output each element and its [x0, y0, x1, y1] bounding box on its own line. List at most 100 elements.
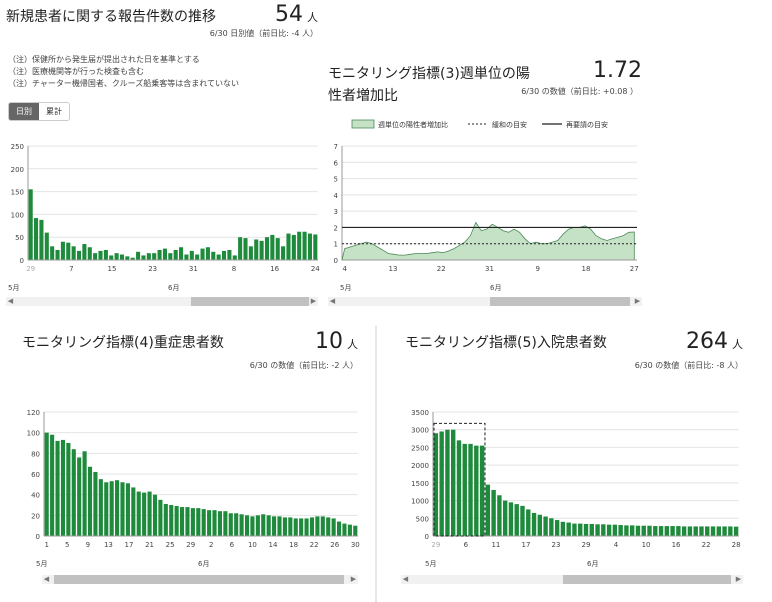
bar — [606, 524, 612, 536]
bar — [190, 508, 195, 536]
bar — [115, 480, 120, 536]
notes: （注）保健所から発生届が提出された日を基準とする （注）医療機関等が行った検査も… — [8, 54, 239, 90]
area-series — [341, 221, 635, 261]
bar — [141, 255, 146, 260]
bar — [98, 479, 103, 536]
x-tick-label: 9 — [86, 541, 90, 549]
scroll-thumb[interactable] — [191, 297, 309, 306]
value-subtext: 6/30 の数値（前日比: -8 人） — [634, 361, 743, 370]
bar — [299, 518, 304, 536]
scrollbar[interactable]: ◀ ▶ — [401, 575, 743, 584]
bar — [136, 251, 141, 260]
scroll-left-icon[interactable]: ◀ — [43, 575, 50, 583]
bar — [342, 523, 347, 536]
x-tick-label: 17 — [125, 541, 134, 549]
tab-daily[interactable]: 日別 — [9, 103, 39, 120]
x-tick-label: 1 — [44, 541, 48, 549]
bar — [705, 526, 710, 536]
bar — [497, 495, 502, 536]
scroll-right-icon[interactable]: ▶ — [350, 575, 357, 583]
bar — [282, 517, 287, 536]
tab-cumulative[interactable]: 累計 — [39, 103, 69, 120]
bar — [244, 515, 250, 536]
bar — [326, 517, 331, 536]
bar — [728, 526, 733, 536]
bar — [227, 249, 232, 260]
y-tick-label: 6 — [334, 159, 339, 167]
bar — [733, 526, 739, 536]
bar — [163, 503, 168, 536]
bar — [302, 231, 307, 260]
y-tick-label: 0 — [425, 533, 429, 541]
value-unit: 人 — [307, 11, 318, 24]
bar — [76, 250, 82, 260]
y-tick-label: 2500 — [411, 444, 429, 452]
y-tick-label: 1 — [334, 241, 338, 249]
scroll-thumb[interactable] — [563, 575, 731, 584]
y-tick-label: 500 — [416, 515, 429, 523]
bar — [286, 233, 291, 260]
bar — [502, 500, 508, 536]
bar — [635, 525, 641, 536]
bar — [71, 246, 76, 260]
bar — [315, 516, 320, 536]
scroll-right-icon[interactable]: ▶ — [634, 297, 641, 305]
panel-title: モニタリング指標(4)重症患者数 — [22, 335, 224, 351]
value-unit: 人 — [732, 338, 743, 351]
bar — [716, 526, 721, 536]
bar — [173, 249, 178, 260]
bar — [109, 255, 114, 260]
scroll-right-icon[interactable]: ▶ — [735, 575, 742, 583]
bar — [152, 494, 158, 536]
bar — [93, 471, 98, 536]
bar — [658, 526, 664, 536]
bar — [44, 432, 49, 536]
bar — [232, 255, 237, 260]
bar — [205, 247, 210, 260]
scroll-left-icon[interactable]: ◀ — [7, 297, 14, 305]
bar — [595, 524, 600, 536]
bar — [537, 514, 543, 536]
bar — [185, 507, 190, 536]
panel-title: モニタリング指標(5)入院患者数 — [405, 335, 607, 351]
y-tick-label: 80 — [31, 450, 40, 458]
month-label: 5月 — [36, 560, 47, 568]
bar — [491, 489, 496, 536]
x-tick-label: 22 — [310, 541, 319, 549]
bar — [272, 516, 277, 536]
panel-severe: モニタリング指標(4)重症患者数 10 人 6/30 の数値（前日比: -2 人）… — [0, 320, 375, 602]
chart-new-cases: 0 50 100 150 200 250 29 7 15 23 31 8 16 24 5月 6月 — [8, 143, 320, 292]
headline-value: 10 人 — [250, 329, 358, 354]
x-tick-label: 28 — [732, 541, 741, 549]
bar — [169, 505, 174, 536]
x-tick-label: 4 — [614, 541, 619, 549]
bar — [264, 237, 270, 260]
bar — [629, 525, 635, 536]
scrollbar[interactable]: ◀ ▶ — [6, 297, 318, 306]
scroll-right-icon[interactable]: ▶ — [310, 297, 317, 305]
y-tick-label: 3 — [334, 208, 338, 216]
bar — [179, 247, 184, 260]
scrollbar[interactable]: ◀ ▶ — [42, 575, 358, 584]
scroll-left-icon[interactable]: ◀ — [329, 297, 336, 305]
scroll-left-icon[interactable]: ◀ — [402, 575, 409, 583]
bar — [304, 518, 309, 536]
bar — [239, 514, 244, 536]
bar — [624, 525, 629, 536]
bar — [200, 248, 205, 260]
scroll-thumb[interactable] — [490, 297, 630, 306]
bar — [451, 429, 456, 536]
bar — [189, 250, 194, 260]
chart-positive-ratio: 0 1 2 3 4 5 6 7 4 13 22 31 9 18 27 5月 6月 週単位の陽性者増加比 緩和の目安 再… — [334, 119, 639, 292]
bar — [131, 487, 136, 536]
panel-divider — [375, 326, 377, 602]
scrollbar[interactable]: ◀ ▶ — [328, 297, 642, 306]
scroll-thumb[interactable] — [54, 575, 344, 584]
y-tick-label: 0 — [36, 533, 40, 541]
headline-value: 264 人 — [637, 329, 743, 354]
bar — [55, 249, 60, 260]
y-tick-label: 250 — [11, 143, 24, 151]
bar — [168, 253, 173, 260]
legend-swatch-area — [351, 119, 375, 129]
